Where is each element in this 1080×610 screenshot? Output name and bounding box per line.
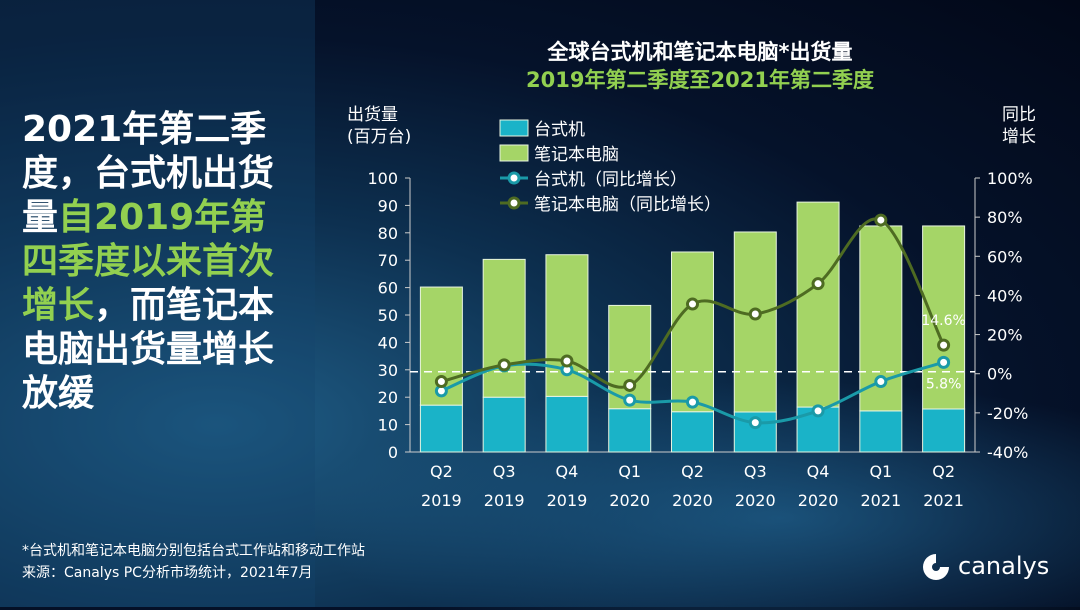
y-label-line2: (百万台) — [347, 127, 412, 147]
y-tick-label: 70 — [378, 251, 398, 270]
bar-notebook — [733, 231, 777, 413]
x-tick-label-quarter: Q4 — [556, 462, 579, 481]
y2-label-line1: 同比 — [1002, 105, 1036, 125]
point-desktop-growth — [874, 375, 888, 389]
point-desktop-growth — [811, 404, 825, 418]
left-panel — [0, 0, 315, 607]
point-notebook-growth — [937, 338, 951, 352]
bar-desktop — [545, 395, 589, 453]
y2-tick-label: 100% — [987, 169, 1033, 188]
point-notebook-growth — [874, 213, 888, 227]
point-desktop-growth — [937, 355, 951, 369]
x-tick-label-quarter: Q4 — [807, 462, 830, 481]
x-tick-label-quarter: Q1 — [869, 462, 892, 481]
bar-desktop — [608, 408, 652, 453]
legend-marker — [507, 171, 521, 185]
legend-label: 笔记本电脑（同比增长） — [534, 195, 721, 215]
bar-notebook — [796, 201, 840, 408]
y-tick-label: 80 — [378, 224, 398, 243]
x-tick-label-quarter: Q2 — [932, 462, 955, 481]
y-tick-label: 90 — [378, 196, 398, 215]
x-tick-label-year: 2020 — [609, 491, 650, 510]
point-desktop-growth — [686, 395, 699, 409]
point-desktop-growth — [623, 393, 637, 407]
y-tick-label: 10 — [378, 416, 398, 435]
legend-label: 笔记本电脑 — [534, 145, 619, 165]
y-tick-label: 0 — [388, 443, 398, 462]
bar-notebook — [671, 251, 714, 413]
x-tick-label-year: 2020 — [798, 491, 839, 510]
chart-title: 全球台式机和笔记本电脑*出货量 — [547, 40, 853, 64]
canalys-logo-icon — [923, 554, 949, 580]
point-desktop-growth — [748, 416, 762, 430]
x-tick-label-quarter: Q2 — [681, 462, 704, 481]
y-tick-label: 50 — [378, 306, 398, 325]
x-tick-label-quarter: Q2 — [430, 462, 453, 481]
bar-desktop — [419, 404, 463, 453]
legend-label: 台式机（同比增长） — [534, 170, 687, 190]
x-tick-label-quarter: Q3 — [744, 462, 767, 481]
x-tick-label-year: 2021 — [923, 491, 964, 510]
x-tick-label-year: 2021 — [860, 491, 901, 510]
legend-swatch — [499, 144, 529, 162]
headline-highlight: 自2019年第四季度以来首次增长 — [22, 197, 275, 326]
x-tick-label-year: 2020 — [672, 491, 713, 510]
y-tick-label: 40 — [378, 333, 398, 352]
y-tick-label: 100 — [367, 169, 398, 188]
legend-label: 台式机 — [534, 120, 585, 140]
y2-tick-label: 20% — [987, 326, 1023, 345]
headline: 2021年第二季度，台式机出货量自2019年第四季度以来首次增长，而笔记本电脑出… — [22, 108, 302, 416]
y-label-line1: 出货量 — [347, 105, 398, 125]
point-notebook-growth — [686, 297, 699, 311]
y-tick-label: 60 — [378, 279, 398, 298]
legend-swatch — [499, 119, 529, 137]
x-tick-label-year: 2019 — [547, 491, 588, 510]
footnote: *台式机和笔记本电脑分别包括台式工作站和移动工作站 — [22, 543, 365, 559]
legend-marker — [507, 196, 521, 210]
y2-axis-label: 同比 增长 — [1002, 104, 1036, 148]
y-tick-label: 20 — [378, 388, 398, 407]
bar-notebook — [922, 225, 966, 410]
source: 来源：Canalys PC分析市场统计，2021年7月 — [22, 565, 313, 581]
bar-desktop — [922, 408, 966, 453]
y2-tick-label: -40% — [987, 443, 1028, 462]
x-tick-label-year: 2019 — [421, 491, 462, 510]
point-notebook-growth — [623, 378, 637, 392]
y2-tick-label: 60% — [987, 247, 1023, 266]
y2-tick-label: -20% — [987, 404, 1028, 423]
chart-subtitle: 2019年第二季度至2021年第二季度 — [526, 68, 874, 92]
point-notebook-growth — [497, 358, 511, 372]
y-axis-label: 出货量 (百万台) — [347, 104, 411, 148]
canalys-logo: canalys — [920, 552, 1049, 580]
bar-notebook — [482, 258, 526, 398]
x-tick-label-year: 2020 — [735, 491, 776, 510]
point-notebook-growth — [560, 354, 574, 368]
x-tick-label-year: 2019 — [484, 491, 525, 510]
point-notebook-growth — [434, 375, 448, 389]
point-notebook-growth — [748, 307, 762, 321]
y2-tick-label: 80% — [987, 208, 1023, 227]
label-desktop-growth: 5.8% — [926, 376, 962, 392]
bar-desktop — [859, 410, 903, 453]
x-tick-label-quarter: Q1 — [618, 462, 641, 481]
headline-part1: 2021年第二季度，台式机出货量 — [22, 109, 275, 238]
label-notebook-growth: 14.6% — [921, 313, 965, 329]
y2-label-line2: 增长 — [1002, 127, 1036, 147]
y2-tick-label: 40% — [987, 286, 1023, 305]
bar-desktop — [482, 396, 526, 453]
x-tick-label-quarter: Q3 — [493, 462, 516, 481]
bar-desktop — [671, 411, 714, 453]
y-tick-label: 30 — [378, 361, 398, 380]
headline-part3: ，而笔记本电脑出货量增长放缓 — [22, 285, 275, 414]
point-notebook-growth — [811, 277, 825, 291]
brand-name: canalys — [958, 552, 1050, 580]
y2-tick-label: 0% — [987, 365, 1012, 384]
